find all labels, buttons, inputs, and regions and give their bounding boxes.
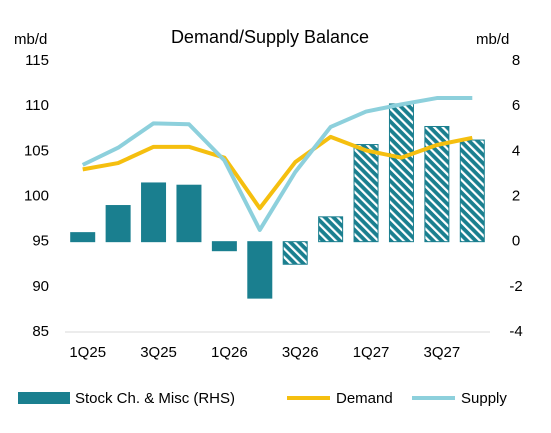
y-tick-label: 100 bbox=[24, 187, 49, 204]
x-tick-label: 3Q27 bbox=[424, 344, 461, 361]
y-tick-label: 85 bbox=[32, 323, 49, 340]
y2-tick-label: 8 bbox=[512, 52, 520, 69]
legend-label: Demand bbox=[336, 390, 393, 407]
y-tick-label: 90 bbox=[32, 278, 49, 295]
y2-tick-label: 4 bbox=[512, 142, 520, 159]
legend-swatch bbox=[18, 392, 70, 404]
y-tick-label: 115 bbox=[25, 52, 49, 69]
chart-title: Demand/Supply Balance bbox=[171, 27, 369, 47]
x-tick-label: 3Q25 bbox=[140, 344, 177, 361]
line bbox=[81, 96, 473, 232]
x-tick-label: 1Q26 bbox=[211, 344, 248, 361]
line bbox=[82, 134, 473, 211]
bar bbox=[318, 216, 344, 243]
x-tick-label: 1Q25 bbox=[69, 344, 106, 361]
x-tick-label: 3Q26 bbox=[282, 344, 319, 361]
bar bbox=[459, 139, 485, 243]
y2-tick-label: 0 bbox=[512, 233, 520, 250]
bar bbox=[388, 103, 414, 243]
y2-tick-label: -4 bbox=[509, 323, 522, 340]
y2-tick-label: 6 bbox=[512, 97, 520, 114]
bar bbox=[282, 241, 308, 265]
bar bbox=[105, 205, 131, 243]
y2-tick-label: -2 bbox=[509, 278, 522, 295]
legend-label: Stock Ch. & Misc (RHS) bbox=[75, 390, 235, 407]
y2-axis-label: mb/d bbox=[476, 31, 509, 48]
legend-label: Supply bbox=[461, 390, 507, 407]
bar bbox=[176, 184, 202, 243]
bar bbox=[353, 144, 379, 243]
bar bbox=[70, 232, 96, 243]
y-tick-label: 105 bbox=[24, 142, 49, 159]
bar bbox=[141, 182, 167, 243]
y2-tick-label: 2 bbox=[512, 187, 520, 204]
bar bbox=[211, 241, 237, 252]
bar bbox=[247, 241, 273, 299]
y-axis-label: mb/d bbox=[14, 31, 47, 48]
y-tick-label: 110 bbox=[25, 97, 49, 114]
y-tick-label: 95 bbox=[32, 233, 49, 250]
x-tick-label: 1Q27 bbox=[353, 344, 390, 361]
